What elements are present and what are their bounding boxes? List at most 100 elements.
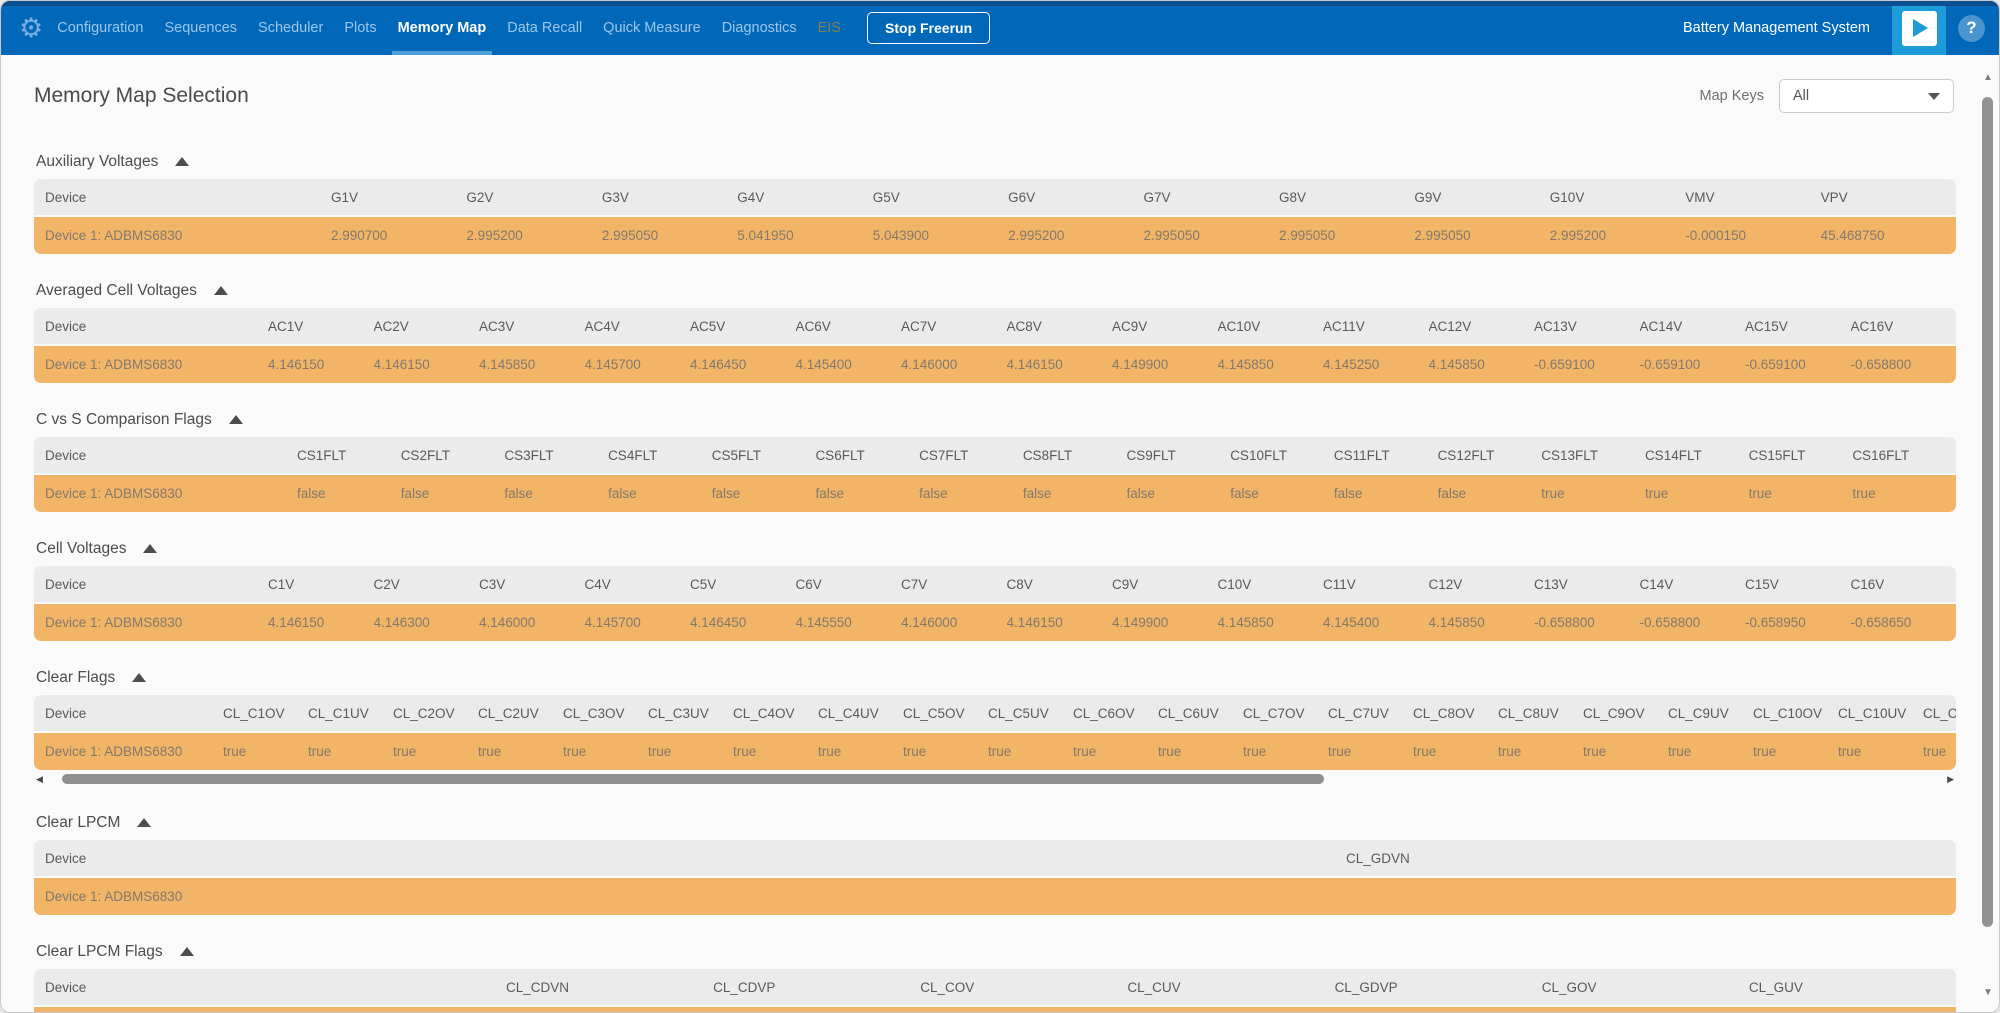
- section-header-clear-lpcm-flags: Clear LPCM Flags: [36, 941, 1954, 962]
- cell-value: 5.043900: [872, 228, 929, 243]
- cell-device: Device 1: ADBMS6830: [45, 357, 183, 372]
- column-header-cl-c3uv: CL_C3UV: [648, 705, 709, 721]
- nav-item-configuration[interactable]: Configuration: [57, 20, 144, 36]
- table-row[interactable]: Device 1: ADBMS6830 4.146150 4.146300 4.146…: [34, 604, 1956, 641]
- scroll-right-arrow-icon[interactable]: ▶: [1947, 774, 1954, 784]
- nav-item-memory-map[interactable]: Memory Map: [391, 1, 492, 55]
- play-icon: [1901, 10, 1937, 46]
- cell-value: 4.145850: [479, 357, 536, 372]
- cell-value: true: [1748, 486, 1772, 501]
- table-row[interactable]: Device 1: ADBMS6830 false false false false f…: [34, 475, 1956, 512]
- cell-value: true: [988, 744, 1012, 759]
- table-row[interactable]: Device 1: ADBMS6830: [34, 878, 1956, 915]
- section-header-c-vs-s-comparison-flags: C vs S Comparison Flags: [36, 409, 1954, 430]
- collapse-up-triangle-icon[interactable]: [132, 673, 147, 682]
- help-icon[interactable]: ?: [1958, 14, 1985, 42]
- cell-value: 2.995050: [601, 228, 659, 243]
- cell-value: 4.145850: [1428, 357, 1485, 372]
- cell-value: 4.145700: [584, 615, 641, 630]
- nav-item-scheduler[interactable]: Scheduler: [258, 20, 324, 36]
- vertical-scroll-thumb[interactable]: [1982, 97, 1993, 927]
- column-header-ac14v: AC14V: [1639, 318, 1683, 334]
- table-row[interactable]: Device 1: ADBMS6830 4.146150 4.146150 4.145…: [34, 346, 1956, 383]
- column-header-cs3flt: CS3FLT: [504, 447, 554, 463]
- table-header-row: Device AC1V AC2V AC3V AC4V AC5V AC6V AC7V AC8V AC…: [34, 308, 1956, 344]
- table-header-row: Device CL_C1OV CL_C1UV CL_C2OV CL_C2UV CL_C3O…: [34, 695, 1956, 731]
- scroll-left-arrow-icon[interactable]: ◀: [36, 774, 43, 784]
- cell-value: 2.995200: [1549, 228, 1607, 243]
- nav-item-sequences[interactable]: Sequences: [164, 20, 238, 36]
- table-header-row: Device CS1FLT CS2FLT CS3FLT CS4FLT CS5FLT CS6F…: [34, 437, 1956, 473]
- cell-value: false: [1022, 486, 1052, 501]
- column-header-cs9flt: CS9FLT: [1126, 447, 1176, 463]
- gear-icon[interactable]: ⚙: [19, 12, 44, 43]
- column-header-ac4v: AC4V: [584, 318, 620, 334]
- scroll-up-arrow-icon[interactable]: ▲: [1983, 72, 1993, 83]
- column-header-c4v: C4V: [584, 576, 611, 592]
- cell-value: 2.995200: [1008, 228, 1065, 243]
- sections-container: Auxiliary Voltages Device G1V G2V G3V G4V G5V G…: [34, 151, 1956, 1012]
- column-header-cl-c1ov: CL_C1OV: [223, 705, 285, 721]
- run-button[interactable]: [1892, 1, 1946, 55]
- collapse-up-triangle-icon[interactable]: [179, 947, 194, 956]
- nav-item-plots[interactable]: Plots: [344, 20, 377, 36]
- column-header-cl-c6ov: CL_C6OV: [1073, 705, 1135, 721]
- data-table: Device CL_GDVN Device 1: ADBMS6830: [34, 840, 1956, 915]
- cell-value: false: [1230, 486, 1259, 501]
- collapse-up-triangle-icon[interactable]: [213, 286, 228, 295]
- column-header-cl-gov: CL_GOV: [1541, 979, 1597, 995]
- section-title-label: Cell Voltages: [36, 539, 127, 557]
- collapse-up-triangle-icon[interactable]: [143, 544, 158, 553]
- map-keys-dropdown[interactable]: All: [1779, 79, 1954, 113]
- nav-item-diagnostics[interactable]: Diagnostics: [721, 20, 797, 36]
- cell-value: true: [648, 744, 672, 759]
- column-header-cl-cdvp: CL_CDVP: [713, 979, 776, 995]
- data-table: Device CL_CDVN CL_CDVP CL_COV CL_CUV CL_GDVP C…: [34, 969, 1956, 1012]
- column-header-cs5flt: CS5FLT: [711, 447, 762, 463]
- table-row[interactable]: [34, 1007, 1956, 1012]
- column-header-vpv: VPV: [1820, 189, 1848, 205]
- nav-item-eis[interactable]: EIS: [817, 20, 842, 36]
- table-header-row: Device CL_GDVN: [34, 840, 1956, 876]
- data-table: Device CS1FLT CS2FLT CS3FLT CS4FLT CS5FLT CS6F…: [34, 437, 1956, 512]
- cell-value: false: [608, 486, 637, 501]
- map-keys-label: Map Keys: [1699, 88, 1764, 104]
- scroll-down-arrow-icon[interactable]: ▼: [1983, 987, 1993, 998]
- cell-value: true: [1753, 744, 1777, 759]
- column-header-g1v: G1V: [331, 189, 359, 205]
- horizontal-scroll-thumb[interactable]: [62, 774, 1324, 784]
- section-title-label: Auxiliary Voltages: [36, 152, 159, 170]
- column-header-ac16v: AC16V: [1850, 318, 1894, 334]
- collapse-up-triangle-icon[interactable]: [175, 157, 190, 166]
- collapse-up-triangle-icon[interactable]: [228, 415, 243, 424]
- nav-item-data-recall[interactable]: Data Recall: [507, 20, 583, 36]
- table-row[interactable]: Device 1: ADBMS6830 2.990700 2.995200 2.995…: [34, 217, 1956, 254]
- column-header-cl-c10uv: CL_C10UV: [1838, 705, 1907, 721]
- column-header-cl-c7ov: CL_C7OV: [1243, 705, 1305, 721]
- horizontal-scrollbar[interactable]: ◀ ▶: [34, 772, 1956, 786]
- stop-freerun-button[interactable]: Stop Freerun: [867, 12, 991, 44]
- nav-item-quick-measure[interactable]: Quick Measure: [603, 20, 701, 36]
- section-header-clear-lpcm: Clear LPCM: [36, 812, 1954, 833]
- vertical-scrollbar[interactable]: ▲ ▼: [1980, 59, 1996, 1010]
- data-table: Device G1V G2V G3V G4V G5V G6V G7V G8V G9V G10V VMV…: [34, 179, 1956, 254]
- cell-value: true: [1838, 744, 1862, 759]
- cell-device: Device 1: ADBMS6830: [45, 615, 183, 630]
- table-header-row: Device C1V C2V C3V C4V C5V C6V C7V C8V C9V C10V C11…: [34, 566, 1956, 602]
- column-header-cl-gdvn: CL_GDVN: [1346, 850, 1410, 866]
- table-row[interactable]: Device 1: ADBMS6830 true true true true true t…: [34, 733, 1956, 770]
- column-header-cl-c5ov: CL_C5OV: [903, 705, 965, 721]
- section-header-averaged-cell-voltages: Averaged Cell Voltages: [36, 280, 1954, 301]
- cell-value: -0.658650: [1850, 615, 1912, 630]
- column-header-c6v: C6V: [795, 576, 822, 592]
- collapse-up-triangle-icon[interactable]: [137, 818, 152, 827]
- navbar-right-group: Battery Management System ?: [1683, 1, 1999, 55]
- section-title-label: C vs S Comparison Flags: [36, 410, 212, 428]
- section-clear-lpcm: Clear LPCM Device CL_GDVN Device 1: ADBMS68…: [34, 812, 1956, 915]
- cell-value: 4.146450: [690, 615, 747, 630]
- cell-value: 4.149900: [1112, 357, 1169, 372]
- column-header-cl-c2ov: CL_C2OV: [393, 705, 455, 721]
- column-header-g10v: G10V: [1549, 189, 1585, 205]
- column-header-cl-c8uv: CL_C8UV: [1498, 705, 1559, 721]
